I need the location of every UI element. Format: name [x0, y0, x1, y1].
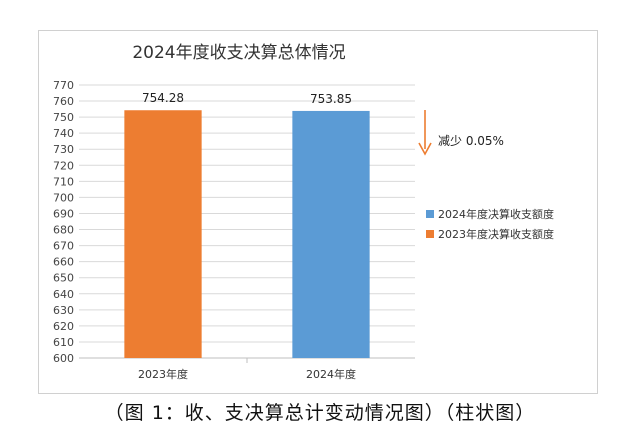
- y-tick-label: 680: [53, 224, 74, 237]
- bar-2023年度: [124, 110, 202, 358]
- legend-swatch-2024: [426, 210, 434, 218]
- y-tick-label: 720: [53, 159, 74, 172]
- y-tick-label: 650: [53, 272, 74, 285]
- y-tick-label: 710: [53, 175, 74, 188]
- y-tick-label: 640: [53, 288, 74, 301]
- y-tick-label: 620: [53, 320, 74, 333]
- y-tick-label: 770: [53, 79, 74, 92]
- x-tick-label: 2023年度: [138, 367, 188, 381]
- y-tick-label: 700: [53, 191, 74, 204]
- y-tick-label: 660: [53, 256, 74, 269]
- data-label: 753.85: [310, 92, 352, 106]
- y-tick-label: 750: [53, 111, 74, 124]
- legend-label-2023: 2023年度决算收支额度: [438, 227, 554, 241]
- y-tick-label: 760: [53, 95, 74, 108]
- y-tick-label: 670: [53, 240, 74, 253]
- legend-swatch-2023: [426, 230, 434, 238]
- y-tick-label: 740: [53, 127, 74, 140]
- y-tick-label: 730: [53, 143, 74, 156]
- y-tick-label: 630: [53, 304, 74, 317]
- bar-2024年度: [292, 110, 370, 358]
- legend-label-2024: 2024年度决算收支额度: [438, 207, 554, 221]
- figure-caption: （图 1：收、支决算总计变动情况图）（柱状图）: [104, 402, 536, 424]
- bar-chart: 2024年度收支决算总体情况 600 610 620 630 640 650 660 670 6…: [53, 43, 554, 381]
- y-tick-label: 600: [53, 352, 74, 365]
- data-label: 754.28: [142, 91, 184, 105]
- y-tick-label: 690: [53, 207, 74, 220]
- decrease-arrow-icon: [418, 142, 432, 156]
- y-tick-label: 610: [53, 336, 74, 349]
- chart-title: 2024年度收支决算总体情况: [132, 43, 345, 63]
- x-tick-label: 2024年度: [306, 367, 356, 381]
- decrease-annotation: 减少 0.05%: [438, 134, 504, 148]
- chart-frame: 2024年度收支决算总体情况 600 610 620 630 640 650 660 670 6…: [38, 30, 598, 394]
